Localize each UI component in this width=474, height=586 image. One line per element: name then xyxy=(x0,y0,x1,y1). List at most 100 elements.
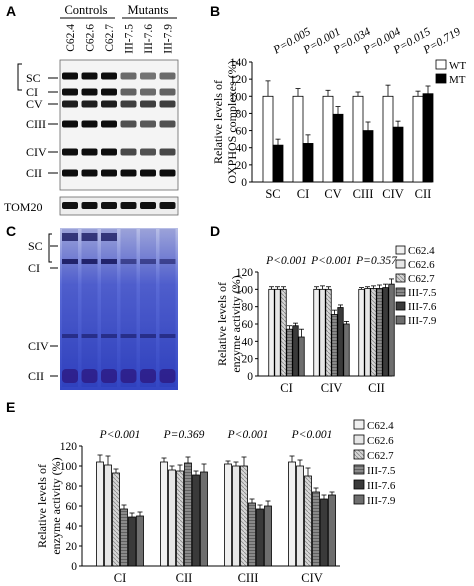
bar-d xyxy=(337,307,344,377)
bar-e xyxy=(224,463,232,567)
category-label: CII xyxy=(176,571,193,585)
blot-band xyxy=(140,169,156,177)
bar-d xyxy=(274,288,281,377)
category-label: CIV xyxy=(321,381,343,395)
bar-d xyxy=(286,328,293,377)
blot-band xyxy=(159,120,176,128)
gel-band-cii xyxy=(140,369,156,383)
legend-label: III-7.9 xyxy=(408,315,437,327)
y-tick-label: 120 xyxy=(236,267,254,279)
blot-membrane xyxy=(59,59,179,191)
bar-b xyxy=(262,95,274,183)
bar-d xyxy=(376,288,383,377)
bar-e xyxy=(320,498,328,567)
bar-b xyxy=(382,95,394,183)
y-tick-label: 80 xyxy=(66,481,78,493)
legend-label: C62.7 xyxy=(367,450,394,462)
blot-band xyxy=(140,100,156,108)
gel-band-sc xyxy=(101,233,117,241)
blot-band-label: CV xyxy=(26,97,43,111)
legend-swatch xyxy=(353,434,365,445)
bar-d xyxy=(325,288,332,377)
legend-swatch xyxy=(395,245,406,255)
gel-band-civ xyxy=(81,334,98,338)
bar-b xyxy=(272,144,284,183)
blot-band-label: CII xyxy=(26,166,42,180)
blot-band xyxy=(159,148,176,156)
bar-e xyxy=(288,461,296,567)
category-label: CI xyxy=(297,187,310,201)
lane-labels: C62.4 C62.6 C62.7 III-7.5 III-7.6 III-7.9 xyxy=(65,24,175,54)
bar-d xyxy=(292,325,299,377)
bar-b xyxy=(392,126,404,183)
category-label: CI xyxy=(114,571,127,585)
blot-band xyxy=(101,88,117,96)
blot-band xyxy=(81,120,98,128)
blot-band xyxy=(101,72,117,80)
y-tick-label: 80 xyxy=(242,302,254,314)
bar-e xyxy=(256,508,264,567)
gel-band-civ xyxy=(120,334,137,338)
y-tick-label: 40 xyxy=(66,521,78,533)
p-value-label: P<0.001 xyxy=(291,429,333,441)
category-label: CIII xyxy=(238,571,259,585)
y-axis-label: Relative levels ofOXPHOS complexes (%) xyxy=(211,60,239,183)
legend-label: C62.6 xyxy=(408,259,435,271)
bar-e xyxy=(160,461,168,567)
gel-band-ci xyxy=(62,259,78,264)
lane-label: C62.7 xyxy=(104,24,116,52)
legend-label: C62.4 xyxy=(408,245,435,257)
gel-bands xyxy=(62,229,176,387)
group-label-mutants: Mutants xyxy=(128,3,169,17)
y-tick-label: 20 xyxy=(236,160,248,172)
legend-label: MT xyxy=(449,74,466,86)
y-tick-label: 100 xyxy=(60,461,78,473)
tom20-band xyxy=(62,202,78,209)
bar-d xyxy=(280,288,287,377)
gel-band-civ xyxy=(140,334,156,338)
bar-e xyxy=(192,474,200,567)
loading-control-label: TOM20 xyxy=(4,200,42,214)
gel-band-sc xyxy=(81,233,98,241)
blot-band xyxy=(62,148,78,156)
blot-band xyxy=(81,169,98,177)
panel-letter-b: B xyxy=(210,3,220,19)
gel-band-civ xyxy=(62,334,78,338)
bar-e xyxy=(312,491,320,567)
blot-band xyxy=(120,148,137,156)
bar-e xyxy=(176,470,184,567)
gel-band-civ xyxy=(101,334,117,338)
group-label-controls: Controls xyxy=(64,3,107,17)
tom20-bands xyxy=(62,202,176,209)
blot-bands xyxy=(62,72,176,177)
blot-band xyxy=(62,72,78,80)
bar-b xyxy=(362,130,374,183)
blot-band xyxy=(120,120,137,128)
panel-letter-a: A xyxy=(6,3,16,19)
tom20-membrane xyxy=(59,196,179,216)
gel-band-cii xyxy=(120,369,137,383)
legend-label: C62.4 xyxy=(367,420,394,432)
legend-swatch xyxy=(353,494,365,505)
bar-e xyxy=(328,494,336,567)
panel-letter-d: D xyxy=(210,223,220,239)
bar-b xyxy=(412,95,424,183)
blot-band xyxy=(62,169,78,177)
p-value-label: P=0.369 xyxy=(163,429,205,441)
blot-band-label: SC xyxy=(26,71,41,85)
gel-lane xyxy=(101,229,117,387)
category-label: CV xyxy=(324,187,341,201)
category-label: CIII xyxy=(353,187,374,201)
legend-swatch xyxy=(395,259,406,269)
gel-band-ci xyxy=(120,259,137,264)
legend-swatch xyxy=(395,301,406,311)
p-value-label: P<0.001 xyxy=(227,429,269,441)
blot-band xyxy=(140,72,156,80)
blot-band xyxy=(62,88,78,96)
bar-e xyxy=(120,508,128,567)
chart-e-enzyme-activity: E 0 20 40 60 80 100 120 Relative levels ofenzyme… xyxy=(6,399,396,585)
blot-band xyxy=(159,88,176,96)
y-tick-label: 40 xyxy=(236,143,248,155)
lane-label: III-7.9 xyxy=(163,24,175,54)
